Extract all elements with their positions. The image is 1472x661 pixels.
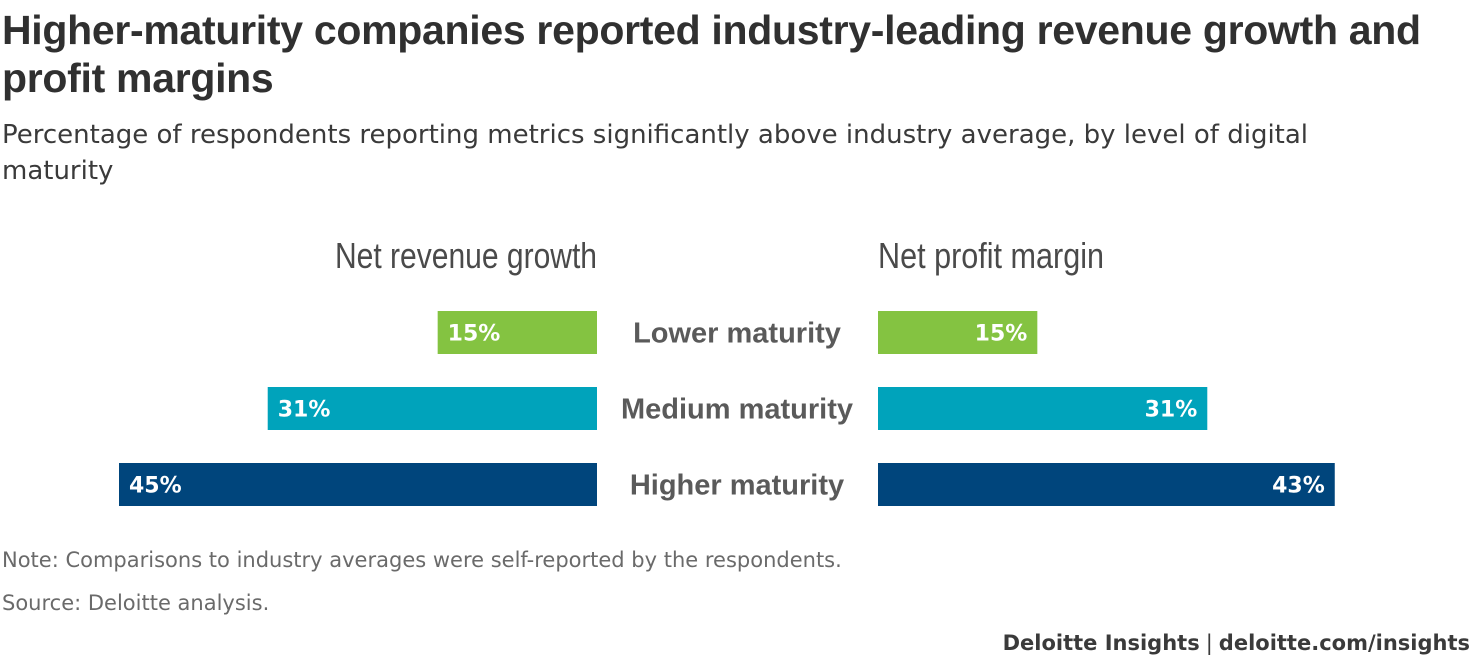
footer-separator: | [1205, 631, 1213, 655]
chart-source: Source: Deloitte analysis. [2, 591, 270, 615]
bar-revenue-lower-maturity [437, 311, 597, 354]
butterfly-bar-chart: Net revenue growth Net profit margin 15% 15… [119, 235, 1335, 506]
footer-url-link[interactable]: deloitte.com/insights [1218, 631, 1470, 655]
bar-label-profit-medium-maturity: 31% [1145, 398, 1198, 423]
series-header-net-revenue-growth: Net revenue growth [335, 235, 597, 276]
chart-title: Higher-maturity companies reported indus… [2, 7, 1421, 101]
chart-area: Net revenue growth Net profit margin 15% 15… [0, 220, 1472, 520]
bar-label-profit-lower-maturity: 15% [975, 322, 1028, 347]
bar-profit-lower-maturity [878, 311, 1038, 354]
bar-revenue-medium-maturity [267, 387, 597, 430]
footer-brand: Deloitte Insights [1002, 631, 1200, 655]
chart-note: Note: Comparisons to industry averages w… [2, 548, 842, 572]
bar-label-revenue-medium-maturity: 31% [278, 398, 331, 423]
category-label-medium-maturity: Medium maturity [621, 394, 853, 426]
bar-label-revenue-higher-maturity: 45% [129, 474, 182, 499]
bar-profit-higher-maturity [878, 463, 1335, 506]
bar-revenue-higher-maturity [119, 463, 597, 506]
category-label-lower-maturity: Lower maturity [633, 318, 841, 350]
category-label-higher-maturity: Higher maturity [630, 470, 844, 502]
series-header-net-profit-margin: Net profit margin [878, 235, 1104, 276]
bar-label-revenue-lower-maturity: 15% [448, 322, 501, 347]
footer-credit: Deloitte Insights | deloitte.com/insights [1003, 631, 1470, 655]
bar-profit-medium-maturity [878, 387, 1208, 430]
bar-label-profit-higher-maturity: 43% [1272, 474, 1325, 499]
chart-subtitle: Percentage of respondents reporting metr… [2, 120, 1309, 186]
